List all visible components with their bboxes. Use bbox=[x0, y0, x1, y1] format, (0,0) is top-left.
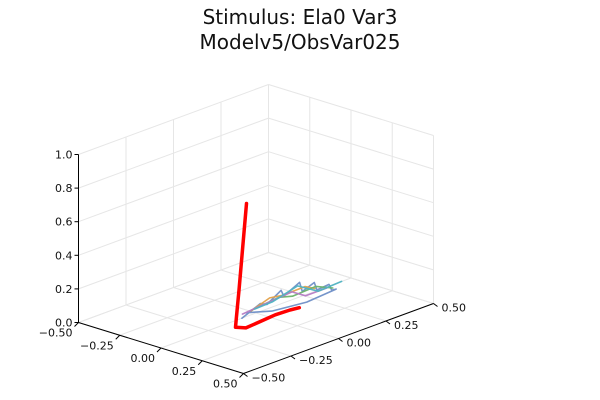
side-wall-gridline-horizontal bbox=[268, 151, 434, 204]
x-tick-mark bbox=[74, 322, 79, 327]
grid-layer bbox=[78, 84, 434, 374]
y-tick-mark bbox=[243, 373, 248, 377]
y-tick-label: 0.00 bbox=[347, 337, 372, 350]
x-tick-label: 0.25 bbox=[172, 365, 197, 378]
y-tick-mark bbox=[385, 320, 391, 325]
x-tick-label: −0.50 bbox=[39, 327, 73, 340]
series-line-2 bbox=[241, 281, 337, 320]
side-wall-gridline-horizontal bbox=[268, 117, 434, 170]
y-tick-label: 0.25 bbox=[394, 319, 419, 332]
floor-gridline-y bbox=[173, 287, 339, 339]
x-tick-mark bbox=[197, 360, 203, 366]
chart-title-line2: Modelv5/ObsVar025 bbox=[200, 30, 401, 54]
z-tick-label: 1.0 bbox=[55, 149, 73, 162]
y-tick-mark bbox=[433, 303, 438, 307]
side-wall-gridline-horizontal bbox=[268, 184, 434, 237]
back-wall-gridline-horizontal bbox=[78, 151, 269, 223]
side-wall-gridline-horizontal bbox=[268, 84, 434, 136]
side-wall-gridline-horizontal bbox=[268, 218, 434, 271]
x-tick-mark bbox=[156, 347, 162, 353]
x-tick-label: 0.00 bbox=[131, 352, 156, 365]
chart-title-line1: Stimulus: Ela0 Var3 bbox=[203, 5, 398, 29]
back-wall-gridline-horizontal bbox=[78, 117, 269, 189]
y-tick-mark bbox=[338, 338, 343, 342]
z-tick-label: 0.8 bbox=[55, 182, 73, 195]
back-wall-gridline-horizontal bbox=[78, 252, 269, 323]
floor-gridline-x bbox=[202, 290, 393, 362]
x-tick-mark bbox=[115, 334, 121, 340]
series-layer bbox=[233, 201, 343, 330]
y-tick-label: −0.25 bbox=[299, 354, 333, 367]
back-wall-gridline-horizontal bbox=[78, 184, 269, 256]
series-line-1 bbox=[233, 201, 302, 330]
x-tick-label: −0.25 bbox=[80, 339, 114, 352]
z-tick-label: 0.6 bbox=[55, 216, 73, 229]
x-tick-mark bbox=[239, 373, 244, 378]
y-tick-label: 0.50 bbox=[442, 302, 467, 315]
z-tick-label: 0.0 bbox=[55, 317, 73, 330]
back-wall-gridline-horizontal bbox=[78, 218, 269, 290]
series-line-6 bbox=[254, 280, 343, 310]
back-wall-gridline-horizontal bbox=[78, 84, 269, 155]
x-tick-label: 0.50 bbox=[213, 378, 238, 391]
side-wall-gridline-horizontal bbox=[268, 252, 434, 304]
y-tick-label: −0.50 bbox=[252, 372, 286, 385]
tick-layer: −0.50 −0.25 0.00 0.25 0.50 −0.50 −0.25 0.00 0.25… bbox=[39, 149, 466, 391]
y-tick-mark bbox=[290, 355, 296, 360]
z-tick-label: 0.4 bbox=[55, 249, 73, 262]
z-tick-label: 0.2 bbox=[55, 283, 73, 296]
